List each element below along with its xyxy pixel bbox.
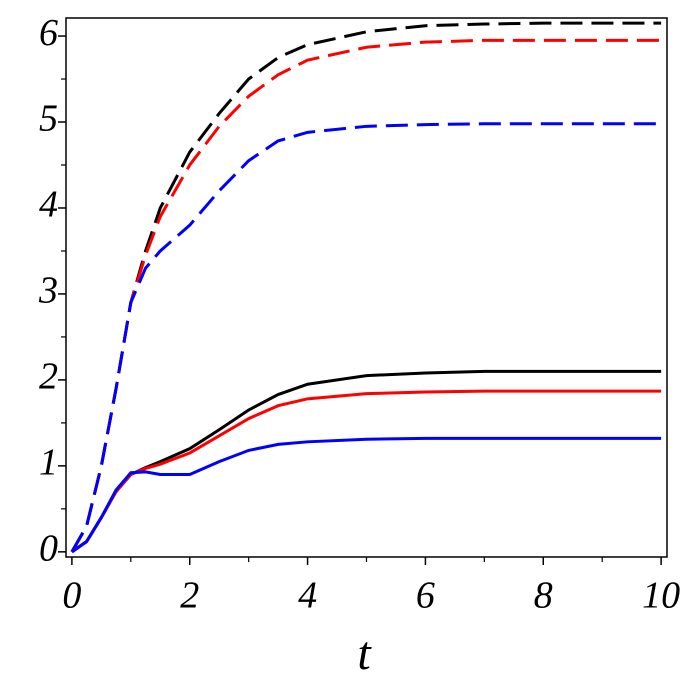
- series-line: [70, 122, 662, 553]
- y-tick-label: 5: [39, 98, 58, 140]
- y-tick-label: 4: [39, 184, 58, 226]
- y-tick-label: 0: [39, 528, 58, 570]
- x-axis-label: t: [357, 627, 372, 680]
- series-line: [70, 21, 662, 553]
- series-line: [71, 369, 662, 554]
- y-tick-label: 2: [39, 356, 58, 398]
- x-tick-label: 0: [62, 575, 81, 617]
- plot-frame: [65, 17, 668, 558]
- y-tick-label: 3: [38, 270, 58, 312]
- x-tick-label: 4: [298, 575, 317, 617]
- y-tick-label: 6: [39, 12, 58, 54]
- y-tick-label: 1: [39, 442, 58, 484]
- x-tick-label: 2: [180, 575, 199, 617]
- series-line: [71, 389, 662, 554]
- series-line: [71, 436, 662, 554]
- x-tick-label: 10: [642, 575, 680, 617]
- x-tick-label: 6: [416, 575, 435, 617]
- x-tick-label: 8: [534, 575, 553, 617]
